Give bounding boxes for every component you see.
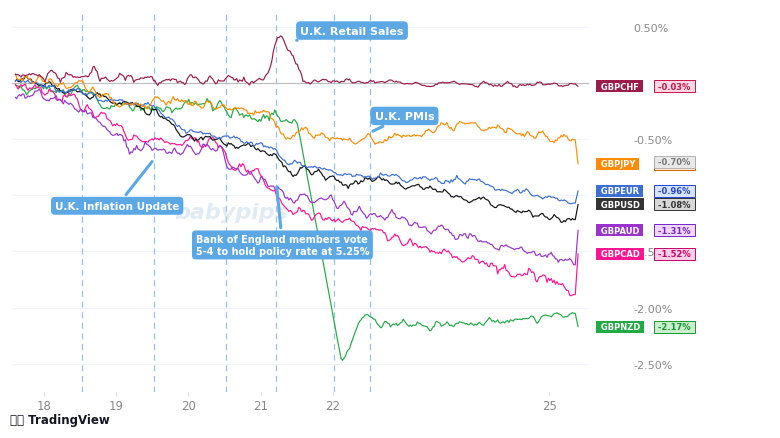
Text: GBPUSD: GBPUSD: [597, 200, 643, 209]
Text: U.K. Inflation Update: U.K. Inflation Update: [55, 162, 179, 211]
Text: -1.52%: -1.52%: [655, 250, 694, 259]
Text: U.K. Retail Sales: U.K. Retail Sales: [296, 27, 404, 41]
Text: -0.70%: -0.70%: [655, 158, 693, 167]
Text: GBPCHF: GBPCHF: [597, 83, 641, 92]
Text: -2.17%: -2.17%: [655, 322, 693, 332]
Text: GBPEUR: GBPEUR: [597, 187, 642, 196]
Text: -0.03%: -0.03%: [655, 83, 693, 92]
Text: -1.31%: -1.31%: [655, 226, 693, 235]
Text: babypips: babypips: [174, 203, 288, 223]
Text: GBPAUD: GBPAUD: [597, 226, 642, 235]
Text: GBPNZD: GBPNZD: [597, 322, 643, 332]
Text: GBPCAD: GBPCAD: [597, 250, 642, 259]
Text: -1.08%: -1.08%: [655, 200, 693, 209]
Text: Bank of England members vote
5-4 to hold policy rate at 5.25%: Bank of England members vote 5-4 to hold…: [196, 187, 369, 256]
Text: GBPJPY: GBPJPY: [597, 160, 638, 169]
Text: -0.96%: -0.96%: [655, 187, 693, 196]
Text: U.K. PMIs: U.K. PMIs: [373, 112, 434, 132]
Text: ⧸⧹ TradingView: ⧸⧹ TradingView: [10, 413, 110, 426]
Text: -0.72%: -0.72%: [655, 160, 693, 169]
